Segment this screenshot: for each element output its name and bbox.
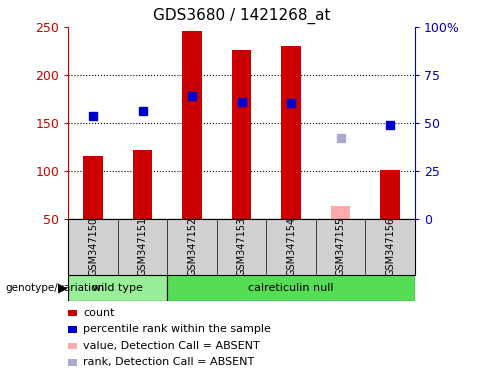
Text: value, Detection Call = ABSENT: value, Detection Call = ABSENT (83, 341, 260, 351)
Bar (133, 150, 152, 219)
Title: GDS3680 / 1421268_at: GDS3680 / 1421268_at (153, 8, 330, 24)
Text: GSM347152: GSM347152 (187, 217, 197, 276)
Text: count: count (83, 308, 115, 318)
Text: wild type: wild type (92, 283, 143, 293)
Text: GSM347153: GSM347153 (237, 217, 246, 276)
FancyBboxPatch shape (167, 275, 415, 301)
Text: ▶: ▶ (58, 281, 67, 295)
Bar (232, 50, 251, 219)
Bar (83, 156, 103, 219)
Text: rank, Detection Call = ABSENT: rank, Detection Call = ABSENT (83, 358, 254, 367)
Text: percentile rank within the sample: percentile rank within the sample (83, 324, 271, 334)
Text: GSM347154: GSM347154 (286, 217, 296, 276)
Text: genotype/variation: genotype/variation (5, 283, 104, 293)
Bar (331, 207, 350, 219)
Bar (182, 31, 202, 219)
Bar (281, 46, 301, 219)
Text: calreticulin null: calreticulin null (248, 283, 334, 293)
Text: GSM347150: GSM347150 (88, 217, 98, 276)
FancyBboxPatch shape (68, 275, 167, 301)
Bar (380, 170, 400, 219)
Text: GSM347151: GSM347151 (138, 217, 147, 276)
Text: GSM347156: GSM347156 (385, 217, 395, 276)
Text: GSM347155: GSM347155 (336, 217, 346, 276)
